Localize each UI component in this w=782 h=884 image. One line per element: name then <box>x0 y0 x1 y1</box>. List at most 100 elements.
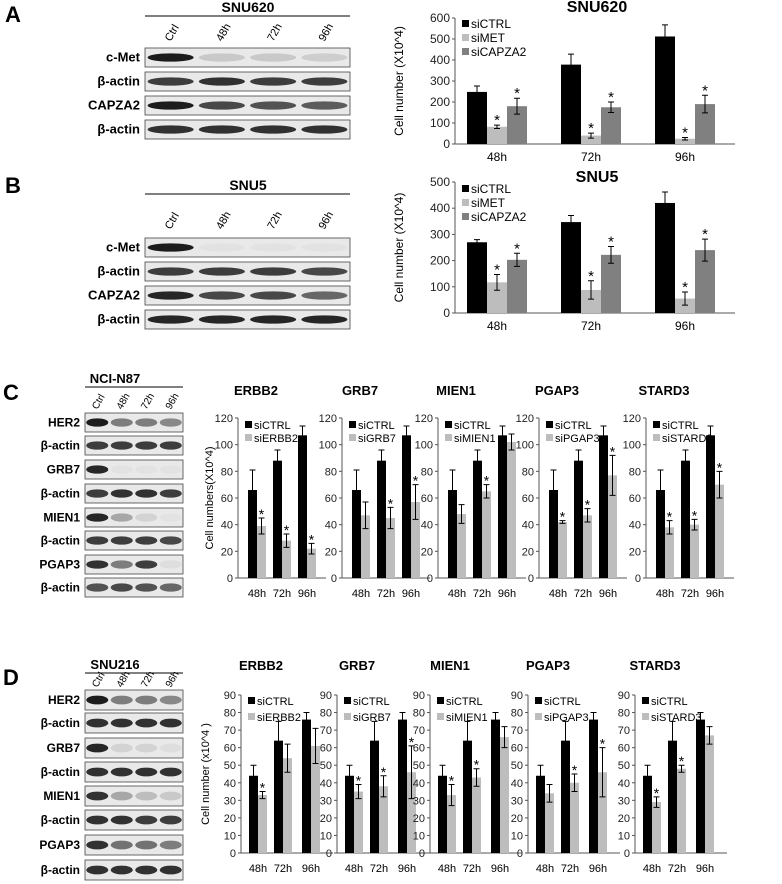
bar <box>467 242 487 313</box>
error-bar <box>378 449 385 472</box>
blot-band <box>86 441 109 450</box>
legend-label: siMIEN1 <box>454 433 496 445</box>
bar <box>386 518 395 578</box>
y-tick-label: 80 <box>522 466 534 478</box>
error-bar <box>514 97 520 115</box>
error-bar <box>600 425 607 446</box>
lane-label: Ctrl <box>163 23 182 44</box>
legend-swatch <box>445 421 452 428</box>
x-tick-label: 48h <box>345 863 363 875</box>
error-bar <box>399 712 406 728</box>
bar <box>398 719 407 853</box>
bar <box>500 737 509 853</box>
y-tick-label: 100 <box>516 440 534 452</box>
blot-row-label: β-actin <box>41 534 80 548</box>
blot-band <box>198 291 245 300</box>
y-tick-label: 50 <box>618 760 630 772</box>
blot-strip <box>144 285 351 306</box>
blot-band <box>110 840 133 850</box>
significance-star: * <box>514 85 520 102</box>
y-tick-label: 120 <box>623 413 641 425</box>
x-tick-label: 96h <box>599 588 617 600</box>
legend-label: siSTARD3 <box>662 433 713 445</box>
lane-label: 96h <box>317 22 337 44</box>
blot-band <box>135 583 158 592</box>
error-bar <box>380 775 387 798</box>
y-tick-label: 120 <box>215 413 233 425</box>
y-tick-label: 60 <box>629 493 641 505</box>
y-tick-label: 10 <box>618 830 630 842</box>
error-bar <box>259 791 266 800</box>
blot-band <box>110 583 133 592</box>
significance-star: * <box>356 773 362 789</box>
blot-band <box>135 418 158 427</box>
error-bar <box>494 124 500 129</box>
error-bar <box>274 449 281 472</box>
bar <box>706 435 715 578</box>
bar <box>675 298 695 313</box>
blot-band <box>110 560 133 569</box>
blot-band <box>110 865 133 875</box>
x-tick-label: 48h <box>248 588 266 600</box>
y-tick-label: 0 <box>427 573 433 585</box>
bar <box>448 490 457 578</box>
error-bar <box>412 484 419 520</box>
bar-chart: STARD3 0 20 40 60 80 100 120 48h 72h 96h siCTRL * * * s… <box>623 383 734 600</box>
error-bar <box>590 712 597 728</box>
error-bar <box>355 784 362 800</box>
bar-chart: STARD3 0 10 20 30 40 50 60 70 80 90 48h 72h 96h siCTRL… <box>618 658 727 875</box>
significance-star: * <box>284 522 290 538</box>
blot-strip <box>84 834 184 856</box>
bar <box>507 259 527 313</box>
panel-letter: D <box>3 665 19 690</box>
y-tick-label: 90 <box>320 690 332 702</box>
blot-title: SNU620 <box>222 0 275 15</box>
x-tick-label: 48h <box>448 588 466 600</box>
bar <box>438 775 447 853</box>
blot-band <box>160 465 182 473</box>
bar-chart: GRB7 0 10 20 30 40 50 60 70 80 90 48h 72h 96h siCTRL * *… <box>320 658 429 875</box>
y-tick-label: 80 <box>629 466 641 478</box>
chart-title: GRB7 <box>342 383 378 398</box>
bar <box>558 522 567 578</box>
legend-swatch <box>535 713 542 720</box>
blot-title: SNU5 <box>229 177 267 193</box>
blot-row-label: CAPZA2 <box>88 288 140 303</box>
y-tick-label: 70 <box>618 725 630 737</box>
blot-band <box>86 465 109 474</box>
error-bar <box>706 726 713 745</box>
significance-star: * <box>585 497 591 513</box>
y-tick-label: 90 <box>618 690 630 702</box>
x-tick-label: 48h <box>536 863 554 875</box>
bar <box>643 775 652 853</box>
blot-band <box>110 695 133 705</box>
y-tick-label: 0 <box>443 137 450 151</box>
x-tick-label: 96h <box>675 319 695 333</box>
error-bar <box>599 747 606 798</box>
significance-star: * <box>494 261 500 278</box>
error-bar <box>474 85 480 99</box>
legend-swatch <box>437 697 444 704</box>
legend-label: siCTRL <box>471 17 511 31</box>
y-tick-label: 40 <box>221 520 233 532</box>
chart-title: STARD3 <box>629 658 680 673</box>
blot-title: SNU216 <box>90 657 139 672</box>
y-tick-label: 20 <box>325 546 337 558</box>
error-bar <box>588 132 594 139</box>
blot-band <box>198 267 245 276</box>
bar <box>545 793 554 853</box>
bar <box>507 442 516 578</box>
blot-row-label: β-actin <box>97 264 140 279</box>
significance-star: * <box>588 268 594 285</box>
x-tick-label: 72h <box>574 588 592 600</box>
y-tick-label: 20 <box>320 813 332 825</box>
error-bar <box>666 520 673 535</box>
legend-label: siCTRL <box>353 696 390 708</box>
error-bar <box>474 449 481 472</box>
bar <box>570 782 579 853</box>
lane-label: 72h <box>265 210 285 232</box>
legend-swatch <box>462 20 469 27</box>
bar <box>463 740 472 853</box>
legend-label: siCTRL <box>471 182 511 196</box>
